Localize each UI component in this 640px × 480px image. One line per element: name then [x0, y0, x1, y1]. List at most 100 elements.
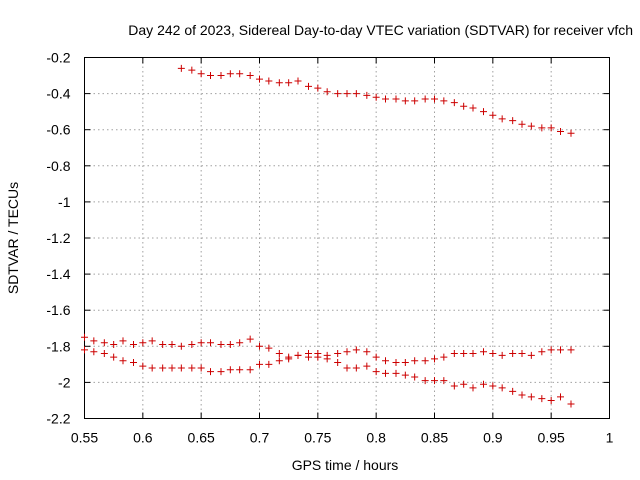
- data-point: [90, 348, 98, 356]
- data-point: [265, 77, 273, 85]
- data-point: [460, 102, 468, 110]
- data-point: [401, 97, 409, 105]
- data-point: [305, 82, 312, 90]
- data-point: [547, 124, 555, 132]
- data-point: [275, 79, 283, 87]
- x-tick-label: 0.65: [188, 430, 215, 446]
- x-tick-label: 0.7: [250, 430, 270, 446]
- data-point: [265, 360, 273, 368]
- y-tick-label: -1.6: [46, 302, 70, 318]
- data-point: [382, 95, 389, 103]
- data-point: [81, 333, 88, 341]
- data-point: [372, 93, 380, 101]
- data-point: [343, 90, 351, 98]
- data-point: [119, 337, 127, 345]
- data-point: [81, 346, 88, 354]
- data-point: [188, 340, 196, 348]
- y-tick-label: -0.8: [46, 158, 70, 174]
- data-point: [509, 387, 517, 395]
- data-point: [498, 115, 506, 123]
- series-1: [81, 333, 575, 367]
- data-point: [197, 339, 205, 347]
- y-tick-label: -0.2: [46, 50, 70, 66]
- data-point: [139, 339, 147, 347]
- x-tick-label: 0.9: [483, 430, 503, 446]
- data-point: [256, 360, 263, 368]
- data-point: [567, 129, 575, 137]
- data-point: [567, 400, 575, 408]
- x-axis-label: GPS time / hours: [292, 457, 399, 473]
- data-point: [401, 359, 409, 367]
- data-point: [110, 340, 118, 348]
- data-point: [226, 340, 234, 348]
- data-point: [110, 353, 118, 361]
- data-point: [168, 364, 176, 372]
- data-point: [450, 350, 458, 358]
- data-point: [334, 359, 342, 367]
- data-point: [440, 97, 448, 105]
- data-point: [139, 362, 147, 370]
- data-point: [207, 339, 214, 347]
- data-point: [518, 350, 526, 358]
- data-point: [197, 70, 205, 78]
- data-point: [343, 364, 351, 372]
- data-point: [177, 64, 185, 72]
- data-point: [236, 339, 244, 347]
- data-point: [352, 90, 360, 98]
- data-point: [343, 348, 351, 356]
- data-point: [148, 337, 156, 345]
- data-point: [440, 377, 448, 385]
- data-point: [382, 369, 389, 377]
- y-tick-label: -1.2: [46, 230, 70, 246]
- data-point: [421, 95, 429, 103]
- data-point: [246, 335, 254, 343]
- data-point: [305, 353, 312, 361]
- data-point: [489, 111, 497, 119]
- x-tick-label: 1: [606, 430, 614, 446]
- data-point: [518, 120, 526, 128]
- data-point: [285, 355, 293, 363]
- data-point: [440, 353, 448, 361]
- data-point: [498, 351, 506, 359]
- data-point: [168, 340, 176, 348]
- data-point: [460, 380, 468, 388]
- data-point: [130, 340, 137, 348]
- data-point: [392, 369, 400, 377]
- data-point: [527, 393, 535, 401]
- data-point: [246, 72, 254, 80]
- data-point: [275, 357, 283, 365]
- data-point: [469, 350, 477, 358]
- data-point: [285, 79, 293, 87]
- data-point: [518, 391, 526, 399]
- data-point: [323, 88, 331, 96]
- data-point: [265, 344, 273, 352]
- data-point: [363, 348, 371, 356]
- data-point: [480, 108, 487, 116]
- data-point: [538, 348, 546, 356]
- data-point: [431, 95, 438, 103]
- y-tick-label: -1.8: [46, 338, 70, 354]
- data-point: [177, 342, 185, 350]
- x-tick-label: 0.85: [421, 430, 448, 446]
- data-point: [275, 350, 283, 358]
- data-point: [188, 66, 196, 74]
- data-point: [177, 364, 185, 372]
- data-point: [489, 350, 497, 358]
- data-marks: [81, 64, 575, 408]
- series-0: [177, 64, 575, 137]
- data-point: [256, 342, 263, 350]
- chart-title: Day 242 of 2023, Sidereal Day-to-day VTE…: [128, 22, 633, 38]
- data-point: [314, 84, 322, 92]
- x-tick-labels: 0.55 0.6 0.65 0.7 0.75 0.8 0.85 0.9 0.95 1: [71, 430, 614, 446]
- data-point: [411, 97, 419, 105]
- data-point: [450, 382, 458, 390]
- data-point: [450, 99, 458, 107]
- y-tick-label: -2: [58, 374, 71, 390]
- data-point: [431, 355, 438, 363]
- y-tick-label: -0.6: [46, 122, 70, 138]
- data-point: [411, 373, 419, 381]
- grid-layer: [84, 57, 610, 419]
- data-point: [557, 346, 564, 354]
- data-point: [236, 366, 244, 374]
